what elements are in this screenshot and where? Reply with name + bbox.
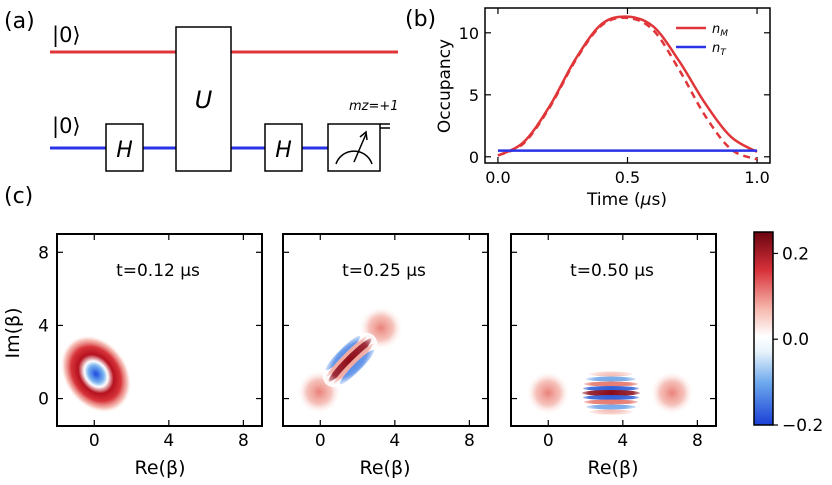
colorbar-gradient: [753, 231, 774, 426]
wigner-blob-1: [60, 335, 132, 413]
gate-h1-label: H: [116, 138, 133, 163]
wigner-label-3: t=0.50 μs: [570, 261, 654, 281]
gate-u-label: U: [195, 86, 213, 114]
wigner-xtick-label: 4: [389, 431, 400, 451]
wigner-xtick-label: 0: [315, 431, 326, 451]
colorbar-tick-label: 0.0: [782, 330, 809, 350]
wigner-blob-3b: [650, 371, 694, 415]
occupancy-xtick-label: 1.0: [744, 168, 769, 187]
occupancy-xlabel: Time (μs): [586, 190, 667, 210]
wigner-plot-2: t=0.25 μs: [282, 233, 489, 427]
wigner-frame-3: [510, 233, 717, 427]
wigner-ytick-label: 0: [38, 390, 49, 410]
wigner-xtick-label: 4: [163, 431, 174, 451]
occupancy-ytick-label: 10: [459, 24, 479, 43]
wigner-xlabel-3: Re(β): [588, 457, 639, 479]
occupancy-ylabel: Occupancy: [435, 39, 455, 133]
wigner-ylabel: Im(β): [2, 307, 24, 358]
measurement-icon: [327, 123, 390, 172]
wigner-blob-3a: [526, 371, 570, 415]
top-ket: |0⟩: [52, 23, 81, 48]
gate-h1: [105, 123, 144, 172]
colorbar: 0.2 0.0 −0.2: [753, 231, 823, 436]
occupancy-ytick-label: 0: [469, 148, 479, 167]
wigner-xtick-label: 8: [238, 431, 249, 451]
wigner-frame-1: [56, 233, 263, 427]
wigner-plot-1: t=0.12 μs: [56, 233, 263, 427]
wigner-xtick-label: 8: [464, 431, 475, 451]
panel-label-b: (b): [405, 7, 436, 32]
wigner-fringes-2: [322, 332, 378, 388]
occupancy-xtick-label: 0.5: [615, 168, 640, 187]
wigner-xlabel-1: Re(β): [135, 457, 186, 479]
panel-label-a: (a): [4, 9, 35, 34]
wigner-fringes-3: [577, 365, 645, 421]
wigner-xtick-label: 0: [543, 431, 554, 451]
occupancy-xtick-label: 0.0: [485, 168, 510, 187]
circuit-diagram: |0⟩ |0⟩ H U H mz=+1: [50, 23, 399, 172]
wigner-plot-3: t=0.50 μs: [510, 233, 717, 427]
wigner-xtick-label: 8: [692, 431, 703, 451]
occupancy-ytick-label: 5: [469, 86, 479, 105]
wigner-xlabel-2: Re(β): [360, 457, 411, 479]
measure-label: mz=+1: [349, 99, 399, 114]
wigner-xtick-label: 0: [89, 431, 100, 451]
wigner-label-2: t=0.25 μs: [342, 261, 426, 281]
wigner-xtick-label: 4: [617, 431, 628, 451]
gate-h2-label: H: [275, 138, 292, 163]
wigner-ytick-label: 8: [38, 243, 49, 263]
wigner-ytick-label: 4: [38, 316, 49, 336]
panel-label-c: (c): [4, 184, 33, 209]
wigner-frame-2: [282, 233, 489, 427]
occupancy-series-1: [497, 16, 758, 161]
colorbar-tick-label: −0.2: [782, 416, 823, 436]
gate-h2: [264, 123, 303, 172]
colorbar-tick-label: 0.2: [782, 244, 809, 264]
wigner-label-1: t=0.12 μs: [116, 261, 200, 281]
bottom-ket: |0⟩: [52, 114, 81, 139]
gate-u: [175, 26, 232, 172]
